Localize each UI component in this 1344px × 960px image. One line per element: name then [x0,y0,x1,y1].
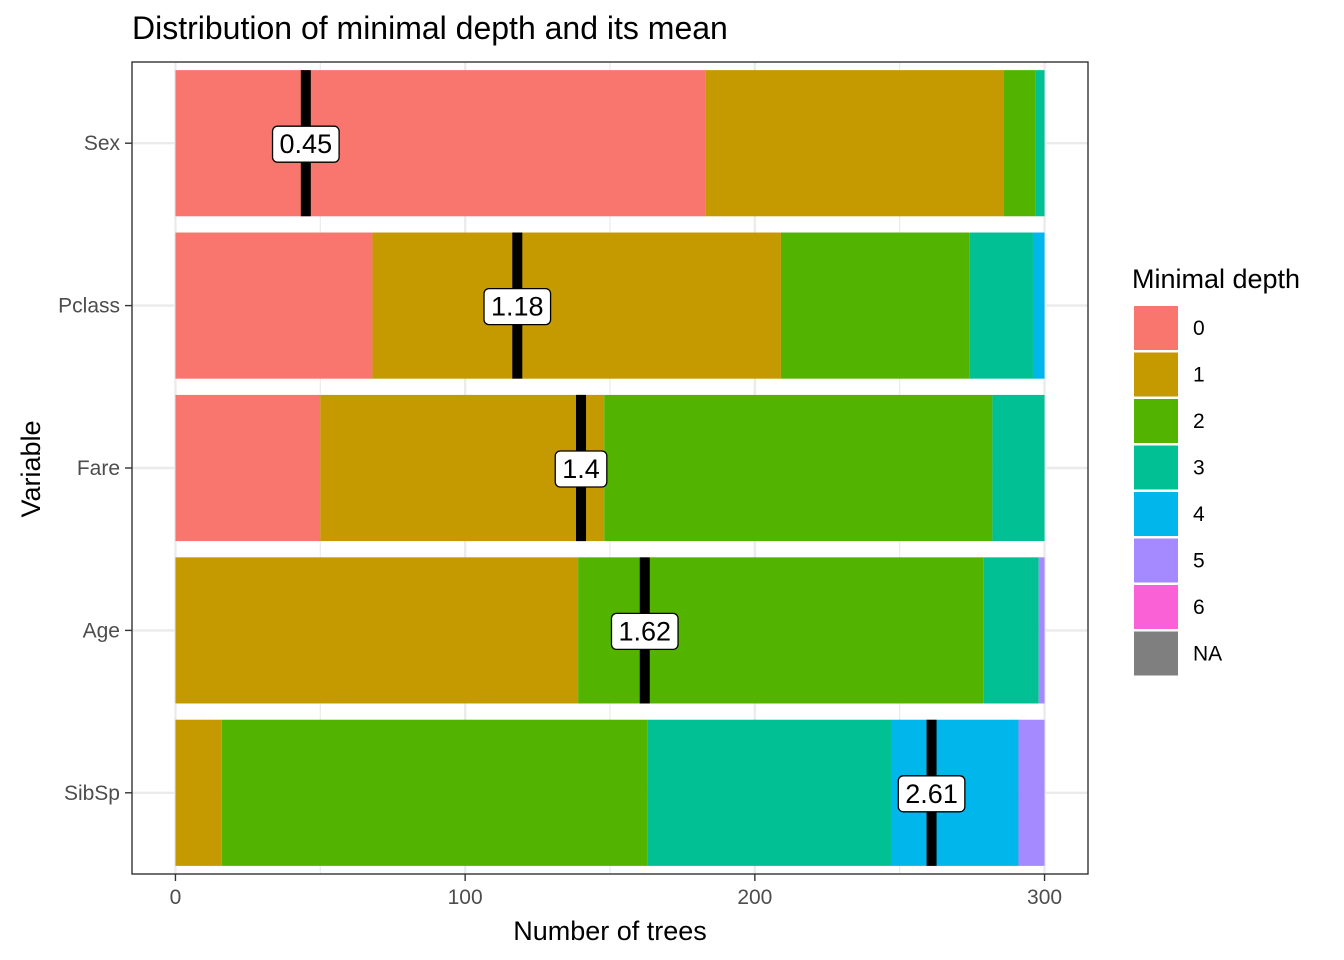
y-axis-title: Variable [16,420,46,517]
bar-segment-pclass-depth-2 [780,232,970,379]
bar-segment-pclass-depth-1 [372,232,781,379]
bar-segment-fare-depth-0 [175,394,321,542]
bar-segment-age-depth-3 [983,557,1039,704]
bar-segment-sibsp-depth-5 [1018,719,1045,866]
legend-key-5 [1134,538,1178,583]
mean-label-box-sibsp [897,775,966,813]
legend-key-1 [1134,352,1178,397]
legend-key-2 [1134,399,1178,443]
y-tick-label-fare: Fare [77,457,120,480]
legend-key-6 [1134,585,1178,629]
mean-label-box-age [610,612,679,651]
legend-title: Minimal depth [1132,264,1300,294]
x-tick-label: 200 [737,886,772,909]
legend-label-6: 6 [1193,596,1205,619]
legend: Minimal depth 0 1 2 3 4 5 6 NA [1132,264,1300,676]
mean-label-box-sex [271,125,340,163]
bar-segment-pclass-depth-3 [969,232,1033,379]
legend-label-4: 4 [1193,503,1205,526]
x-tick-label: 300 [1027,886,1062,909]
y-tick-label-sex: Sex [84,132,121,155]
legend-key-4 [1134,492,1178,536]
bar-segment-sex-depth-2 [1003,70,1036,217]
bar-segment-pclass-depth-0 [175,232,373,379]
bar-segment-pclass-depth-4 [1032,232,1045,379]
y-tick-label-pclass: Pclass [58,295,120,318]
legend-label-0: 0 [1193,317,1205,340]
y-tick-label-sibsp: SibSp [64,782,120,805]
legend-label-2: 2 [1193,410,1205,433]
x-tick-label: 100 [448,886,483,909]
mean-label-sibsp: 2.61 [905,779,958,809]
legend-key-3 [1134,445,1178,490]
x-axis-title: Number of trees [513,916,707,946]
bar-segment-fare-depth-2 [604,394,993,542]
bar-segment-sex-depth-3 [1035,70,1045,217]
legend-key-0 [1134,306,1178,350]
legend-label-na: NA [1193,643,1222,666]
x-tick-label: 0 [170,886,182,909]
bar-segment-age-depth-1 [175,557,579,704]
legend-label-5: 5 [1193,550,1205,573]
chart-title: Distribution of minimal depth and its me… [132,10,728,46]
plot-area: 0.45 1.18 1.4 1.62 2.61 0 100 200 300 Sex Pclass Fa… [58,61,1089,909]
bar-segment-age-depth-5 [1038,557,1045,704]
bar-segment-sibsp-depth-3 [647,719,892,866]
bar-segment-sex-depth-0 [175,70,706,217]
bar-segment-sex-depth-1 [705,70,1004,217]
y-tick-label-age: Age [83,619,120,642]
mean-label-fare: 1.4 [562,454,600,484]
mean-label-age: 1.62 [618,616,671,646]
mean-label-pclass: 1.18 [491,292,544,322]
legend-key-na [1134,631,1178,676]
legend-label-3: 3 [1193,457,1205,480]
bar-segment-fare-depth-3 [992,394,1045,542]
legend-label-1: 1 [1193,364,1205,387]
bar-segment-sibsp-depth-1 [175,719,222,866]
mean-label-box-fare [554,450,608,488]
mean-label-sex: 0.45 [280,129,333,159]
mean-label-box-pclass [483,287,552,326]
bar-segment-sibsp-depth-2 [221,719,648,866]
